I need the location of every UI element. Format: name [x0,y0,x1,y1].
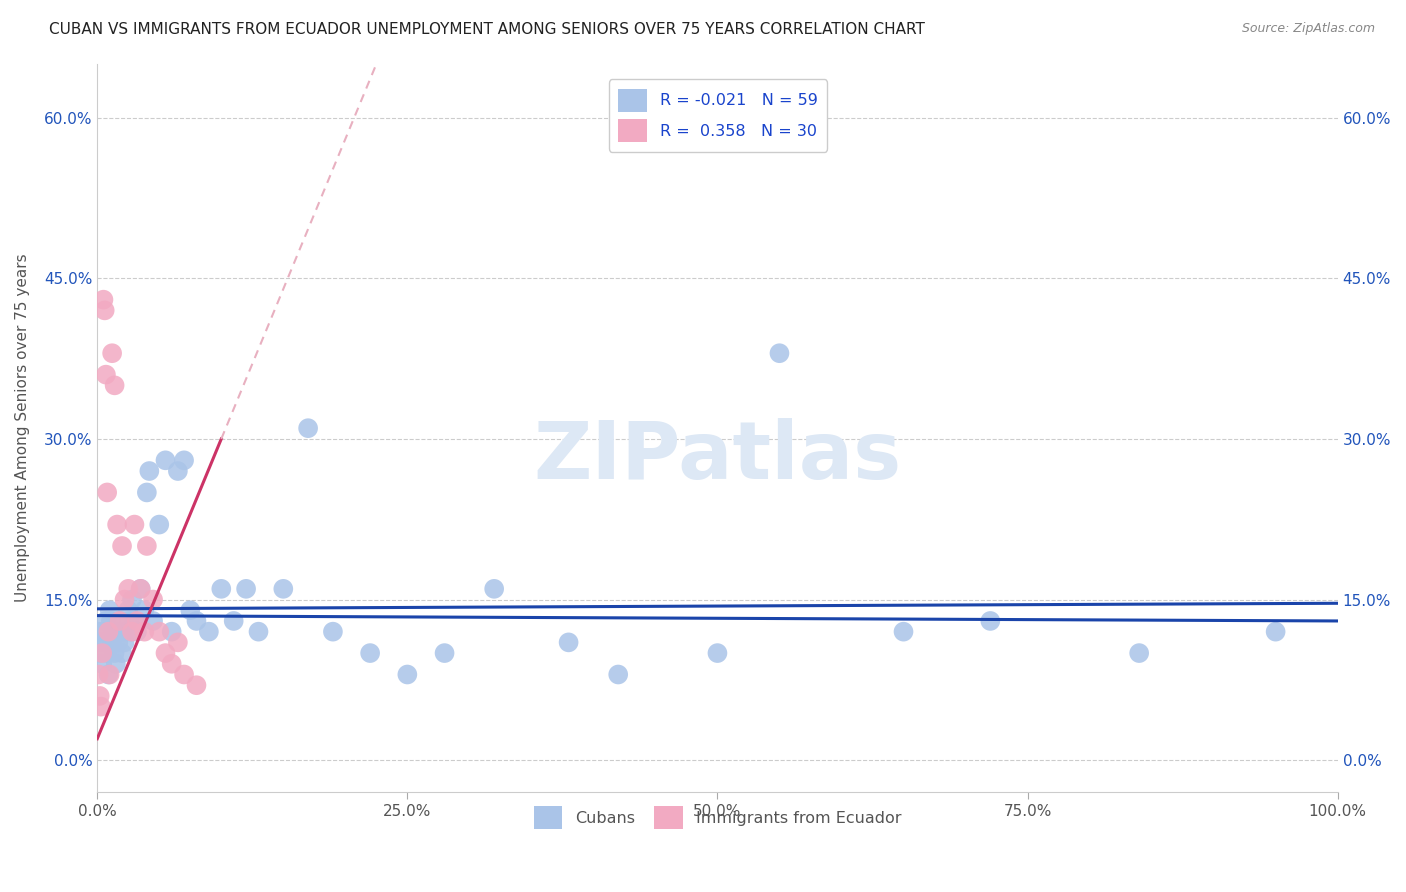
Point [104,657,127,671]
Point [111,646,134,660]
Point [173,453,195,467]
Point [482,582,505,596]
Point [222,614,245,628]
Point [117,603,139,617]
Point [96,485,118,500]
Point [97,667,120,681]
Point [117,582,139,596]
Point [160,624,183,639]
Point [91,646,114,660]
Legend: Cubans, Immigrants from Ecuador: Cubans, Immigrants from Ecuador [527,800,908,835]
Point [107,635,129,649]
Point [979,614,1001,628]
Point [557,635,579,649]
Point [433,646,456,660]
Point [235,582,257,596]
Y-axis label: Unemployment Among Seniors over 75 years: Unemployment Among Seniors over 75 years [15,254,30,602]
Point [98,667,121,681]
Point [179,603,201,617]
Point [93,303,115,318]
Point [148,624,170,639]
Point [129,582,152,596]
Point [120,624,142,639]
Point [271,582,294,596]
Point [89,689,111,703]
Point [100,614,122,628]
Point [134,624,156,639]
Point [104,378,127,392]
Point [198,624,221,639]
Point [114,592,136,607]
Point [93,635,115,649]
Point [125,624,148,639]
Point [121,592,143,607]
Point [94,368,117,382]
Point [155,453,177,467]
Point [87,624,110,639]
Point [121,624,143,639]
Text: ZIPatlas: ZIPatlas [533,418,901,496]
Point [98,603,121,617]
Point [167,635,190,649]
Point [142,592,165,607]
Point [138,464,160,478]
Point [135,539,157,553]
Point [108,614,131,628]
Point [129,582,152,596]
Point [706,646,728,660]
Point [91,657,114,671]
Point [186,678,208,692]
Point [768,346,790,360]
Point [90,699,112,714]
Point [114,635,136,649]
Point [297,421,319,435]
Point [124,517,146,532]
Point [167,464,190,478]
Point [160,657,183,671]
Point [101,346,124,360]
Point [97,624,120,639]
Point [142,614,165,628]
Point [396,667,419,681]
Text: Source: ZipAtlas.com: Source: ZipAtlas.com [1241,22,1375,36]
Point [1264,624,1286,639]
Point [359,646,381,660]
Point [93,293,115,307]
Point [148,517,170,532]
Point [94,614,117,628]
Point [155,646,177,660]
Point [93,624,115,639]
Point [118,614,141,628]
Point [101,635,124,649]
Point [124,614,146,628]
Point [103,624,125,639]
Point [134,603,156,617]
Point [105,624,128,639]
Point [1128,646,1150,660]
Point [90,646,112,660]
Text: CUBAN VS IMMIGRANTS FROM ECUADOR UNEMPLOYMENT AMONG SENIORS OVER 75 YEARS CORREL: CUBAN VS IMMIGRANTS FROM ECUADOR UNEMPLO… [49,22,925,37]
Point [135,485,157,500]
Point [108,614,131,628]
Point [893,624,915,639]
Point [89,635,111,649]
Point [111,539,134,553]
Point [173,667,195,681]
Point [247,624,270,639]
Point [105,517,128,532]
Point [322,624,344,639]
Point [186,614,208,628]
Point [607,667,630,681]
Point [209,582,232,596]
Point [112,624,135,639]
Point [104,646,127,660]
Point [87,667,110,681]
Point [96,646,118,660]
Point [125,614,148,628]
